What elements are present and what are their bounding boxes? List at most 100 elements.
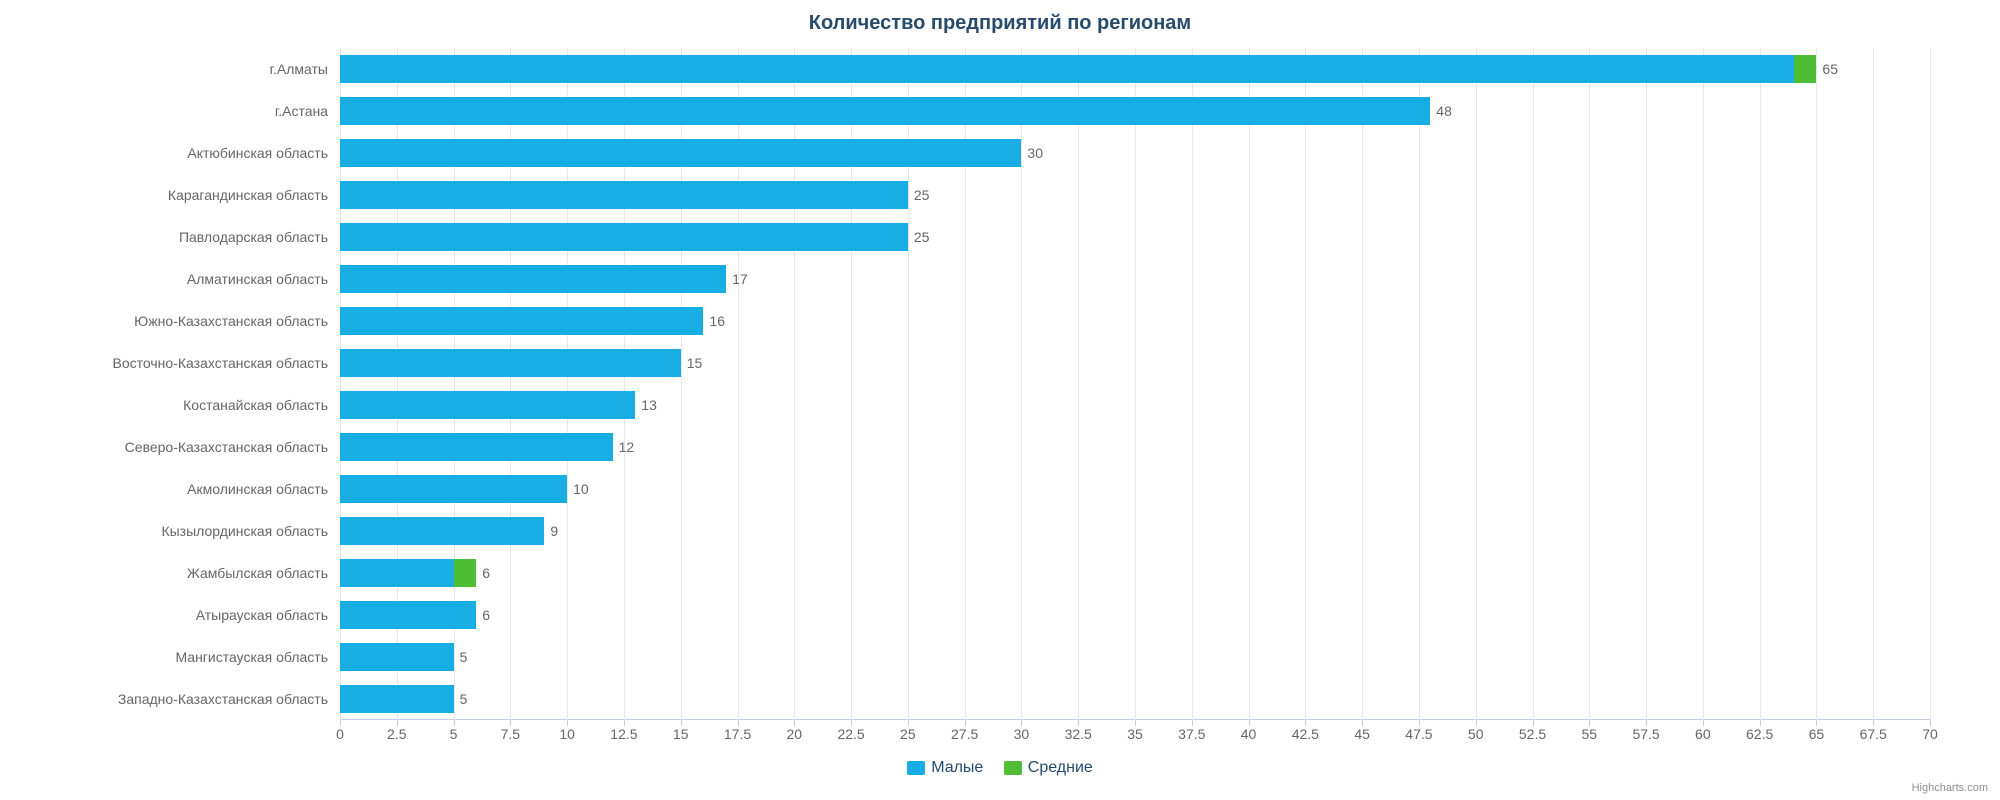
x-tick-label: 52.5 bbox=[1519, 726, 1546, 742]
bar-small[interactable] bbox=[340, 307, 703, 335]
bar-total-label: 6 bbox=[482, 607, 490, 623]
grid-line bbox=[1589, 48, 1590, 720]
bar-small[interactable] bbox=[340, 223, 908, 251]
legend-item-medium[interactable]: Средние bbox=[1004, 759, 1093, 777]
plot-area: 02.557.51012.51517.52022.52527.53032.535… bbox=[340, 48, 1930, 720]
x-tick-label: 30 bbox=[1014, 726, 1030, 742]
bar-medium[interactable] bbox=[454, 559, 477, 587]
bar-small[interactable] bbox=[340, 55, 1794, 83]
bar-small[interactable] bbox=[340, 601, 476, 629]
bar-medium[interactable] bbox=[1794, 55, 1817, 83]
x-tick-label: 42.5 bbox=[1292, 726, 1319, 742]
x-tick-label: 0 bbox=[336, 726, 344, 742]
bar-total-label: 17 bbox=[732, 271, 748, 287]
x-tick-label: 45 bbox=[1354, 726, 1370, 742]
bar-total-label: 30 bbox=[1027, 145, 1043, 161]
x-tick-label: 37.5 bbox=[1178, 726, 1205, 742]
grid-line bbox=[1419, 48, 1420, 720]
grid-line bbox=[1021, 48, 1022, 720]
x-tick-label: 70 bbox=[1922, 726, 1938, 742]
x-tick-label: 7.5 bbox=[501, 726, 520, 742]
x-tick-label: 40 bbox=[1241, 726, 1257, 742]
bar-small[interactable] bbox=[340, 97, 1430, 125]
x-tick-label: 60 bbox=[1695, 726, 1711, 742]
x-tick-label: 50 bbox=[1468, 726, 1484, 742]
category-label: Карагандинская область bbox=[168, 187, 328, 203]
category-label: г.Алматы bbox=[270, 61, 328, 77]
bar-total-label: 15 bbox=[687, 355, 703, 371]
x-tick-label: 12.5 bbox=[610, 726, 637, 742]
bar-total-label: 16 bbox=[709, 313, 725, 329]
grid-line bbox=[1249, 48, 1250, 720]
grid-line bbox=[1533, 48, 1534, 720]
grid-line bbox=[1135, 48, 1136, 720]
grid-line bbox=[1873, 48, 1874, 720]
bar-small[interactable] bbox=[340, 475, 567, 503]
x-tick-label: 5 bbox=[450, 726, 458, 742]
bar-small[interactable] bbox=[340, 517, 544, 545]
x-tick-label: 55 bbox=[1581, 726, 1597, 742]
bar-total-label: 25 bbox=[914, 187, 930, 203]
category-label: Атырауская область bbox=[196, 607, 328, 623]
grid-line bbox=[1192, 48, 1193, 720]
x-tick-label: 32.5 bbox=[1065, 726, 1092, 742]
x-tick-label: 10 bbox=[559, 726, 575, 742]
grid-line bbox=[1646, 48, 1647, 720]
bar-total-label: 25 bbox=[914, 229, 930, 245]
x-tick-label: 35 bbox=[1127, 726, 1143, 742]
bar-small[interactable] bbox=[340, 349, 681, 377]
legend-swatch-small bbox=[907, 761, 925, 775]
bar-small[interactable] bbox=[340, 181, 908, 209]
grid-line bbox=[1078, 48, 1079, 720]
bar-small[interactable] bbox=[340, 139, 1021, 167]
category-label: Жамбылская область bbox=[187, 565, 328, 581]
category-label: Мангистауская область bbox=[175, 649, 328, 665]
grid-line bbox=[1930, 48, 1931, 720]
bar-small[interactable] bbox=[340, 559, 454, 587]
category-label: Восточно-Казахстанская область bbox=[113, 355, 328, 371]
bar-total-label: 9 bbox=[550, 523, 558, 539]
x-tick-label: 57.5 bbox=[1632, 726, 1659, 742]
category-label: г.Астана bbox=[275, 103, 328, 119]
x-tick-label: 67.5 bbox=[1860, 726, 1887, 742]
category-label: Северо-Казахстанская область bbox=[125, 439, 328, 455]
category-label: Павлодарская область bbox=[179, 229, 328, 245]
category-label: Актюбинская область bbox=[187, 145, 328, 161]
bar-total-label: 48 bbox=[1436, 103, 1452, 119]
category-label: Западно-Казахстанская область bbox=[118, 691, 328, 707]
grid-line bbox=[1305, 48, 1306, 720]
category-label: Южно-Казахстанская область bbox=[134, 313, 328, 329]
x-tick-label: 65 bbox=[1809, 726, 1825, 742]
x-tick-label: 17.5 bbox=[724, 726, 751, 742]
x-tick-label: 27.5 bbox=[951, 726, 978, 742]
chart-container: Количество предприятий по регионам 02.55… bbox=[0, 0, 2000, 800]
bar-small[interactable] bbox=[340, 685, 454, 713]
bar-total-label: 13 bbox=[641, 397, 657, 413]
x-tick-label: 47.5 bbox=[1405, 726, 1432, 742]
category-label: Алматинская область bbox=[187, 271, 328, 287]
x-tick-label: 22.5 bbox=[837, 726, 864, 742]
x-tick-label: 25 bbox=[900, 726, 916, 742]
category-label: Кызылординская область bbox=[161, 523, 328, 539]
bar-small[interactable] bbox=[340, 643, 454, 671]
bar-small[interactable] bbox=[340, 433, 613, 461]
bar-small[interactable] bbox=[340, 265, 726, 293]
legend-label-small: Малые bbox=[931, 759, 983, 777]
grid-line bbox=[1760, 48, 1761, 720]
grid-line bbox=[1476, 48, 1477, 720]
bar-total-label: 12 bbox=[619, 439, 635, 455]
legend-label-medium: Средние bbox=[1028, 759, 1093, 777]
chart-title: Количество предприятий по регионам bbox=[0, 0, 2000, 39]
bar-total-label: 6 bbox=[482, 565, 490, 581]
bar-total-label: 5 bbox=[460, 649, 468, 665]
x-tick-label: 15 bbox=[673, 726, 689, 742]
credits-link[interactable]: Highcharts.com bbox=[1912, 782, 1988, 794]
legend-swatch-medium bbox=[1004, 761, 1022, 775]
grid-line bbox=[1816, 48, 1817, 720]
bar-small[interactable] bbox=[340, 391, 635, 419]
bar-total-label: 10 bbox=[573, 481, 589, 497]
x-tick-label: 62.5 bbox=[1746, 726, 1773, 742]
legend-item-small[interactable]: Малые bbox=[907, 759, 983, 777]
grid-line bbox=[1362, 48, 1363, 720]
grid-line bbox=[1703, 48, 1704, 720]
